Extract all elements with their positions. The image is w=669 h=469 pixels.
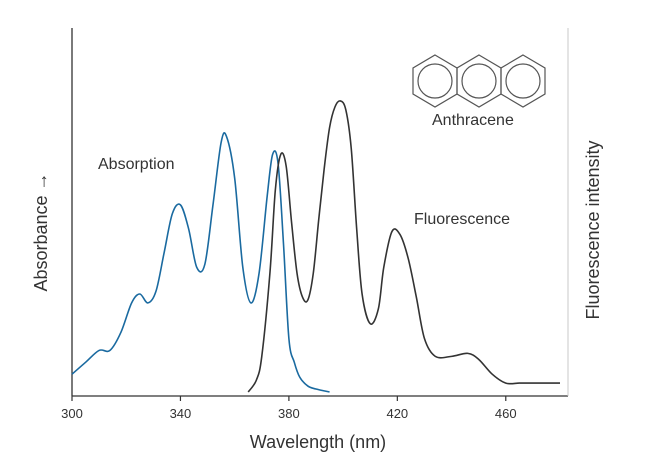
anthracene-label: Anthracene [432,112,514,129]
series-line-absorption [71,132,330,393]
x-ticks: 300 340 380 420 460 [61,396,517,421]
fluorescence-label: Fluorescence [414,211,510,228]
anthracene-structure-icon [412,54,546,108]
x-tick-label: 300 [61,406,83,421]
series-line-fluorescence [247,100,560,393]
y-axis-title-left: Absorbance → [31,172,51,291]
x-tick-label: 420 [386,406,408,421]
y-axis-title-right: Fluorescence intensity [583,140,603,319]
absorption-label: Absorption [98,156,175,173]
x-tick-label: 380 [278,406,300,421]
x-tick-label: 340 [170,406,192,421]
series-layer [71,100,560,393]
x-axis-title: Wavelength (nm) [250,432,386,452]
x-tick-label: 460 [495,406,517,421]
